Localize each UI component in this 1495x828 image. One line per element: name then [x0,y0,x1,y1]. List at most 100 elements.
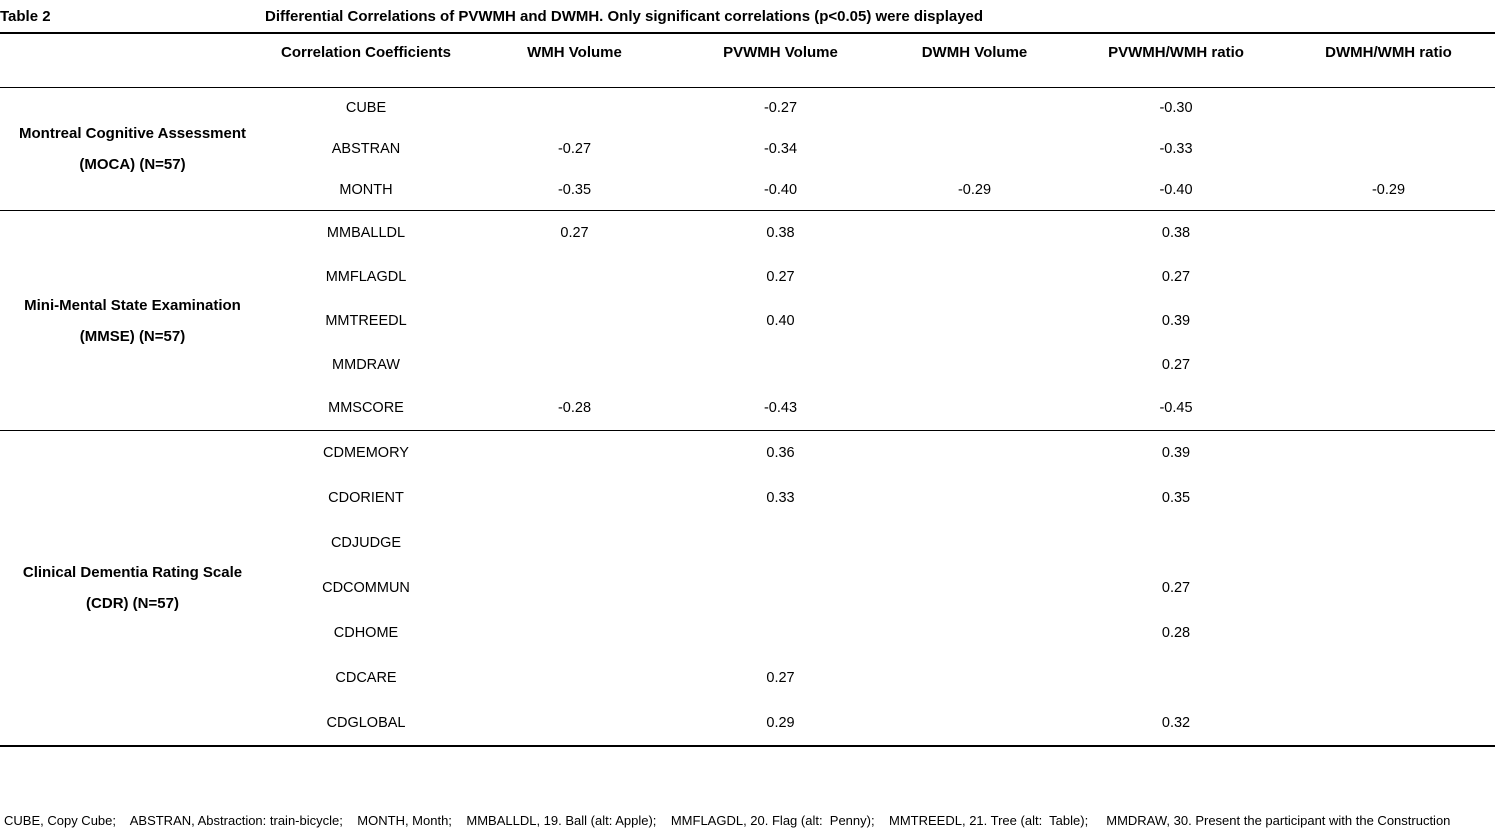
column-header-wmh-volume: WMH Volume [467,33,682,88]
column-header-empty [0,33,265,88]
group-label-line: (MOCA) (N=57) [79,156,186,173]
table-row: CDJUDGE [0,521,1495,566]
correlation-value: 0.27 [1161,356,1191,373]
test-name: CDCOMMUN [322,580,410,596]
correlation-value: 0.39 [1161,312,1191,329]
correlation-value [1282,521,1495,566]
correlation-value: -0.28 [557,400,592,417]
correlation-value: -0.34 [763,141,798,157]
correlation-value [1070,521,1282,566]
correlation-value [879,611,1070,656]
correlation-value [879,211,1070,255]
correlation-value: 0.27 [1161,268,1191,285]
correlation-value [1282,566,1495,611]
table-row: MMDRAW 0.27 [0,343,1495,387]
test-name: CDGLOBAL [326,714,406,731]
group-label-line: Clinical Dementia Rating Scale [22,563,243,581]
correlation-value [1070,656,1282,701]
test-name: MMDRAW [332,356,400,373]
table-row: MMTREEDL 0.40 0.39 [0,299,1495,343]
correlation-value: 0.35 [1161,490,1191,506]
correlation-value: -0.35 [557,181,592,198]
correlation-value [879,431,1070,476]
table-row: MMSCORE -0.28 -0.43 -0.45 [0,387,1495,431]
table-row: Mini-Mental State Examination (MMSE) (N=5… [0,211,1495,345]
table-row: CDHOME 0.28 [0,611,1495,656]
table-title-row: Table 2 Differential Correlations of PVW… [0,0,1495,34]
correlation-value: 0.40 [766,312,795,329]
correlation-table: Table 2 Differential Correlations of PVW… [0,0,1495,746]
test-name: CDMEMORY [323,445,409,462]
column-header-row: Correlation Coefficients WMH Volume PVWM… [0,33,1495,88]
correlation-value [879,521,1070,566]
correlation-value [467,299,682,343]
footnote-line: CUBE, Copy Cube; ABSTRAN, Abstraction: t… [4,812,1451,828]
correlation-value: -0.43 [763,400,798,417]
test-name: MONTH [339,181,393,198]
correlation-value: 0.36 [766,445,795,462]
group-label: Mini-Mental State Examination (MMSE) (N=5… [0,211,265,431]
correlation-value [879,343,1070,387]
correlation-value [879,299,1070,343]
correlation-value: -0.29 [957,181,992,198]
table-footnote: CUBE, Copy Cube; ABSTRAN, Abstraction: t… [0,747,1495,828]
correlation-value [879,656,1070,701]
test-name: CUBE [345,100,387,117]
correlation-value [1282,255,1495,299]
table-row: Montreal Cognitive Assessment (MOCA) (N=5… [0,88,1495,173]
correlation-value [467,431,682,476]
table-row: Clinical Dementia Rating Scale (CDR) (N=5… [0,431,1495,612]
correlation-value: -0.40 [1159,181,1193,198]
correlation-value [1282,129,1495,170]
correlation-value [1282,476,1495,521]
group-moca: Montreal Cognitive Assessment (MOCA) (N=5… [0,88,1495,211]
correlation-value: 0.27 [766,268,795,285]
table-row: MMFLAGDL 0.27 0.27 [0,255,1495,299]
correlation-value [1282,701,1495,746]
correlation-value: 0.38 [766,224,795,241]
table-row: CDCARE 0.27 [0,656,1495,701]
correlation-value [879,387,1070,431]
table-row: ABSTRAN -0.27 -0.34 -0.33 [0,129,1495,170]
correlation-value [467,701,682,746]
correlation-value: -0.45 [1159,400,1193,417]
correlation-value: 0.27 [560,224,589,241]
correlation-value: 0.27 [766,670,795,686]
correlation-value: 0.27 [1161,580,1191,596]
correlation-value [1282,611,1495,656]
correlation-value [682,343,879,387]
correlation-value [467,611,682,656]
correlation-value [879,701,1070,746]
table-row: CDORIENT 0.33 0.35 [0,476,1495,521]
test-name: MMBALLDL [326,224,406,241]
correlation-value [879,476,1070,521]
column-header-pvwmh-volume: PVWMH Volume [682,33,879,88]
correlation-value [1282,343,1495,387]
correlation-value [1282,299,1495,343]
correlation-value [879,88,1070,129]
column-header-pvwmh-wmh-ratio: PVWMH/WMH ratio [1070,33,1282,88]
test-name: ABSTRAN [331,141,401,157]
column-header-dwmh-wmh-ratio: DWMH/WMH ratio [1282,33,1495,88]
correlation-value: 0.38 [1161,224,1191,241]
correlation-value [467,476,682,521]
table-caption: Differential Correlations of PVWMH and D… [265,0,1495,34]
correlation-value: -0.40 [763,181,798,198]
column-header-correlation-coefficients: Correlation Coefficients [265,33,467,88]
test-name: CDORIENT [328,490,404,506]
correlation-value [879,255,1070,299]
group-label-line: Mini-Mental State Examination [24,296,241,314]
group-mmse: Mini-Mental State Examination (MMSE) (N=5… [0,211,1495,431]
correlation-value [1282,656,1495,701]
correlation-value [467,88,682,129]
correlation-value: 0.33 [766,490,795,506]
correlation-value [467,343,682,387]
correlation-value: 0.28 [1161,625,1191,641]
group-label: Clinical Dementia Rating Scale (CDR) (N=5… [0,431,265,746]
correlation-value [682,611,879,656]
test-name: MMSCORE [328,400,404,417]
correlation-value [879,129,1070,170]
correlation-value: 0.29 [766,714,795,731]
correlation-value [1282,88,1495,129]
